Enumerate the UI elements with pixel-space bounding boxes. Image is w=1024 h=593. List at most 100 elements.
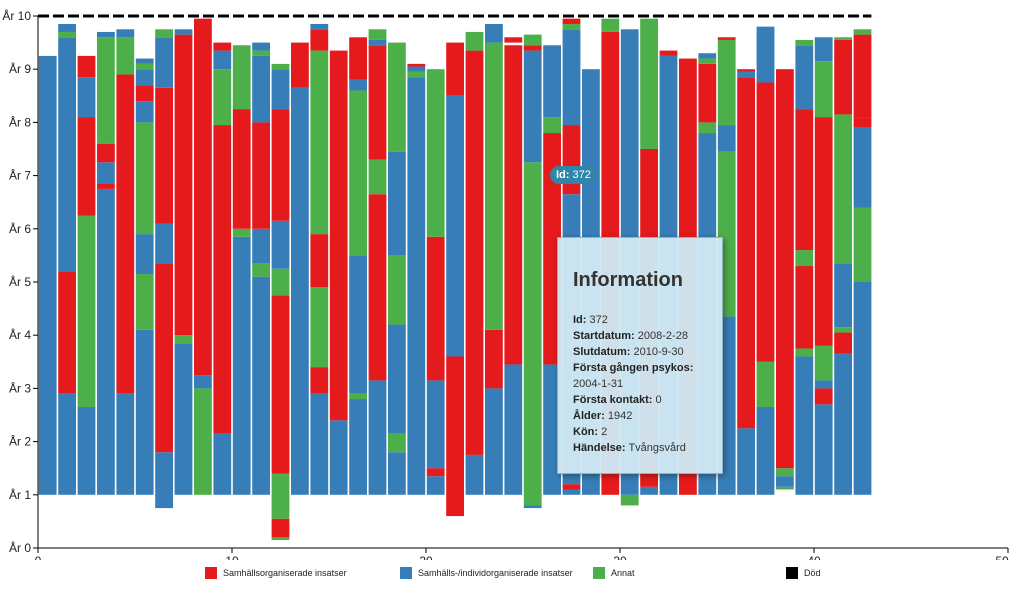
bar-30-segment-0[interactable] xyxy=(620,494,639,506)
bar-40-segment-5[interactable] xyxy=(814,61,833,118)
bar-14-segment-4[interactable] xyxy=(310,50,329,235)
bar-18-segment-3[interactable] xyxy=(388,255,406,325)
bar-18-segment-2[interactable] xyxy=(388,324,406,434)
bar-3-segment-0[interactable] xyxy=(97,188,115,495)
bar-25-segment-3[interactable] xyxy=(523,45,542,51)
bar-41-segment-3[interactable] xyxy=(834,263,852,328)
bar-38-segment-0[interactable] xyxy=(776,486,794,490)
bar-9-segment-3[interactable] xyxy=(213,50,232,70)
bar-37-segment-1[interactable] xyxy=(756,361,775,408)
bar-25-segment-0[interactable] xyxy=(523,505,542,509)
bar-16-segment-4[interactable] xyxy=(349,79,367,91)
bar-41-segment-0[interactable] xyxy=(834,353,852,495)
bar-37-segment-0[interactable] xyxy=(756,407,775,495)
bar-7-segment-1[interactable] xyxy=(174,335,193,344)
bar-41-segment-2[interactable] xyxy=(834,327,852,333)
bar-19-segment-3[interactable] xyxy=(407,63,426,67)
bar-15-segment-0[interactable] xyxy=(329,420,348,495)
bar-5-segment-2[interactable] xyxy=(135,234,154,275)
bar-38-segment-2[interactable] xyxy=(776,468,794,477)
bar-15-segment-1[interactable] xyxy=(329,50,348,421)
bar-40-segment-6[interactable] xyxy=(814,37,833,62)
bar-31-segment-0[interactable] xyxy=(640,486,658,495)
bar-38-segment-3[interactable] xyxy=(776,69,794,469)
bar-4-segment-1[interactable] xyxy=(116,74,135,394)
bar-40-segment-2[interactable] xyxy=(814,380,833,389)
bar-27-segment-5[interactable] xyxy=(562,23,581,30)
bar-12-segment-4[interactable] xyxy=(271,268,290,296)
bar-42-segment-1[interactable] xyxy=(853,207,872,282)
bar-7-segment-0[interactable] xyxy=(174,343,193,495)
bar-3-segment-2[interactable] xyxy=(97,162,115,184)
bar-41-segment-6[interactable] xyxy=(834,37,852,40)
bar-9-segment-0[interactable] xyxy=(213,433,232,495)
bar-1-segment-2[interactable] xyxy=(58,37,76,272)
bar-27-segment-0[interactable] xyxy=(562,489,581,495)
bar-11-segment-4[interactable] xyxy=(252,55,270,123)
bar-26-segment-1[interactable] xyxy=(543,133,561,365)
bar-6-segment-3[interactable] xyxy=(155,87,173,224)
bar-5-segment-7[interactable] xyxy=(135,63,154,70)
bar-5-segment-8[interactable] xyxy=(135,58,154,64)
bar-40-segment-3[interactable] xyxy=(814,345,833,381)
bar-25-segment-2[interactable] xyxy=(523,50,542,163)
bar-41-segment-1[interactable] xyxy=(834,332,852,354)
bar-42-segment-4[interactable] xyxy=(853,34,872,118)
bar-36-segment-2[interactable] xyxy=(737,71,755,78)
bar-5-segment-4[interactable] xyxy=(135,101,154,123)
bar-39-segment-2[interactable] xyxy=(795,266,814,349)
bar-16-segment-3[interactable] xyxy=(349,90,367,256)
bar-9-segment-1[interactable] xyxy=(213,125,232,434)
bar-21-segment-0[interactable] xyxy=(446,356,464,517)
bar-13-segment-1[interactable] xyxy=(291,42,309,88)
bar-39-segment-4[interactable] xyxy=(795,109,814,251)
bar-2-segment-2[interactable] xyxy=(77,117,96,216)
bar-40-segment-4[interactable] xyxy=(814,117,833,346)
bar-39-segment-0[interactable] xyxy=(795,356,814,495)
bar-2-segment-3[interactable] xyxy=(77,77,96,118)
bar-1-segment-0[interactable] xyxy=(58,393,76,495)
bar-11-segment-6[interactable] xyxy=(252,42,270,51)
bar-39-segment-5[interactable] xyxy=(795,45,814,110)
bar-42-segment-2[interactable] xyxy=(853,127,872,208)
bar-4-segment-3[interactable] xyxy=(116,29,135,38)
bar-18-segment-1[interactable] xyxy=(388,433,406,453)
bar-1-segment-4[interactable] xyxy=(58,23,76,32)
bar-25-segment-1[interactable] xyxy=(523,162,542,506)
bar-14-segment-1[interactable] xyxy=(310,367,329,394)
bar-16-segment-1[interactable] xyxy=(349,393,367,400)
bar-12-segment-5[interactable] xyxy=(271,220,290,269)
bar-0-segment-0[interactable] xyxy=(38,55,57,495)
bar-38-segment-1[interactable] xyxy=(776,476,794,487)
bar-3-segment-5[interactable] xyxy=(97,31,115,38)
bar-1-segment-3[interactable] xyxy=(58,31,76,38)
bar-10-segment-2[interactable] xyxy=(232,109,251,229)
bar-34-segment-3[interactable] xyxy=(698,58,717,64)
bar-27-segment-1[interactable] xyxy=(562,484,581,490)
bar-2-segment-0[interactable] xyxy=(77,407,96,495)
bar-10-segment-0[interactable] xyxy=(232,236,251,495)
bar-36-segment-1[interactable] xyxy=(737,77,755,429)
bar-11-segment-3[interactable] xyxy=(252,122,270,229)
bar-27-segment-6[interactable] xyxy=(562,18,581,24)
bar-5-segment-3[interactable] xyxy=(135,122,154,235)
bar-2-segment-4[interactable] xyxy=(77,55,96,78)
bar-7-segment-2[interactable] xyxy=(174,34,193,336)
bar-20-segment-1[interactable] xyxy=(426,468,445,477)
bar-21-segment-1[interactable] xyxy=(446,95,464,357)
bar-34-segment-1[interactable] xyxy=(698,122,717,134)
bar-13-segment-0[interactable] xyxy=(291,87,309,495)
bar-9-segment-4[interactable] xyxy=(213,42,232,51)
bar-17-segment-2[interactable] xyxy=(368,159,387,195)
bar-12-segment-2[interactable] xyxy=(271,473,290,519)
bar-6-segment-0[interactable] xyxy=(155,452,173,509)
bar-12-segment-1[interactable] xyxy=(271,518,290,538)
bar-6-segment-1[interactable] xyxy=(155,263,173,453)
bar-12-segment-8[interactable] xyxy=(271,63,290,70)
bar-23-segment-2[interactable] xyxy=(485,42,503,330)
bar-19-segment-0[interactable] xyxy=(407,77,426,495)
bar-17-segment-5[interactable] xyxy=(368,29,387,40)
bar-4-segment-2[interactable] xyxy=(116,37,135,75)
bar-40-segment-0[interactable] xyxy=(814,404,833,495)
bar-3-segment-4[interactable] xyxy=(97,37,115,144)
